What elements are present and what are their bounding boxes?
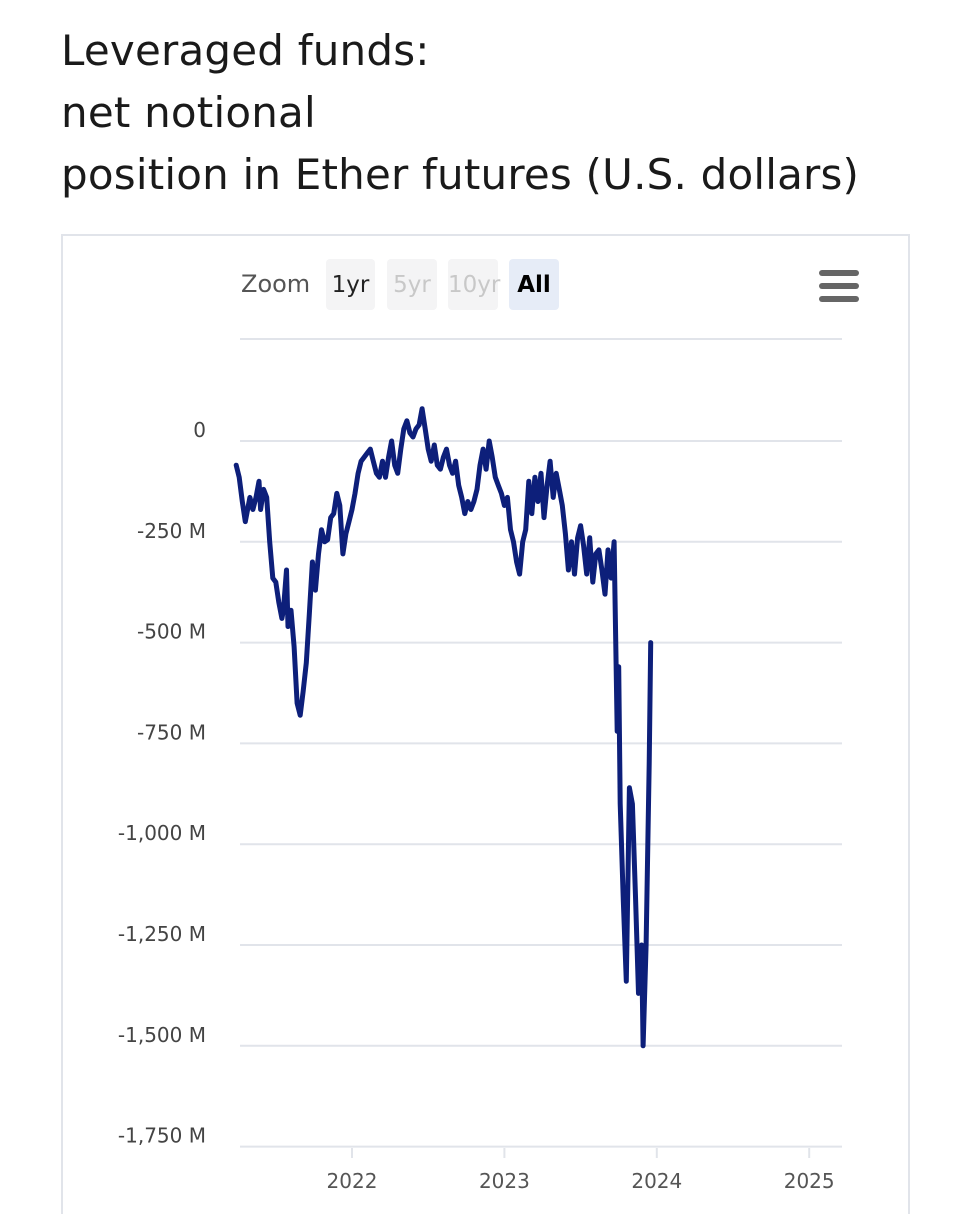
chart-panel: [61, 234, 910, 1214]
title-line-1: Leveraged funds:: [61, 26, 430, 75]
zoom-all-button[interactable]: All: [509, 259, 559, 310]
zoom-1yr-button[interactable]: 1yr: [326, 259, 375, 310]
x-tick-label: 2025: [784, 1169, 835, 1193]
chart-title: Leveraged funds: net notional position i…: [61, 20, 859, 206]
y-tick-label: -1,750 M: [118, 1124, 206, 1148]
y-tick-label: 0: [193, 418, 206, 442]
zoom-10yr-button[interactable]: 10yr: [448, 259, 500, 310]
x-tick-label: 2024: [631, 1169, 682, 1193]
x-tick-label: 2022: [327, 1169, 378, 1193]
hamburger-menu-icon[interactable]: [817, 268, 861, 304]
y-tick-label: -1,500 M: [118, 1023, 206, 1047]
y-tick-label: -500 M: [137, 620, 206, 644]
series-line: [233, 406, 654, 1049]
x-tick-label: 2023: [479, 1169, 530, 1193]
y-tick-label: -250 M: [137, 519, 206, 543]
y-tick-label: -1,000 M: [118, 821, 206, 845]
y-tick-label: -1,250 M: [118, 922, 206, 946]
y-tick-label: -750 M: [137, 720, 206, 744]
title-line-3: position in Ether futures (U.S. dollars): [61, 150, 860, 199]
title-line-2: net notional: [61, 88, 316, 137]
zoom-5yr-button[interactable]: 5yr: [387, 259, 437, 310]
zoom-label: Zoom: [241, 270, 311, 298]
